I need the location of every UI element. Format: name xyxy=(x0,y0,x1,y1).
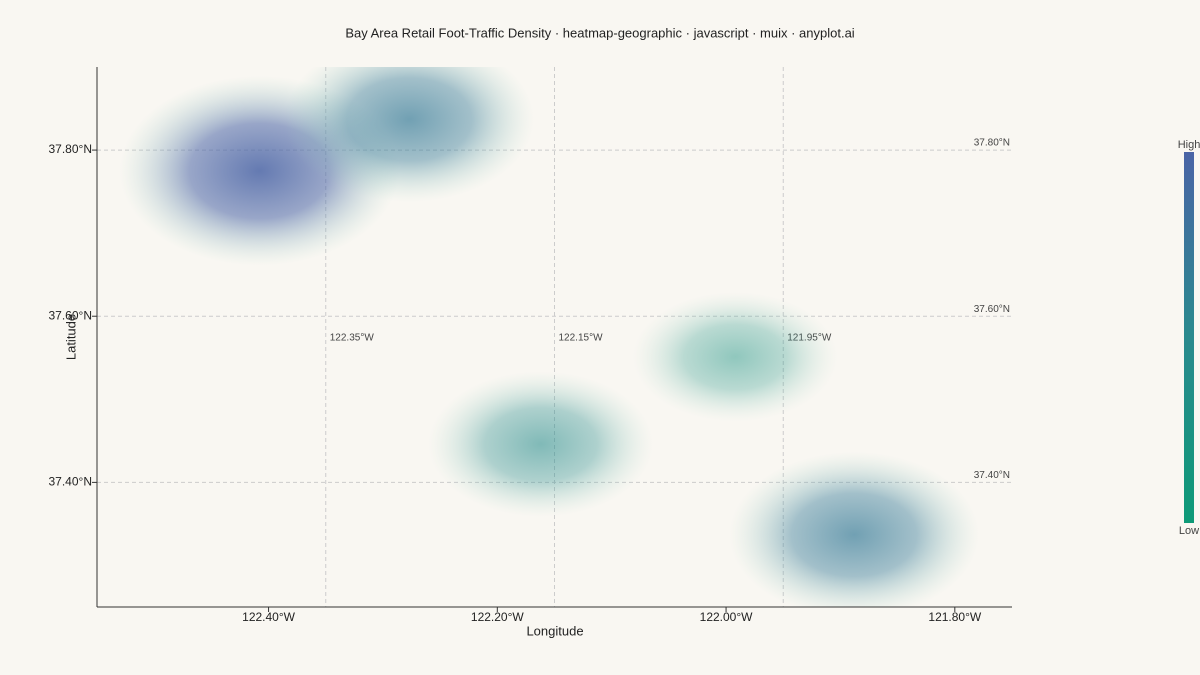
heat-layer xyxy=(119,67,980,607)
graticule-label: 37.40°N xyxy=(974,470,1010,481)
graticule-label: 37.80°N xyxy=(974,138,1010,149)
heat-blob xyxy=(284,67,535,203)
chart-title: Bay Area Retail Foot-Traffic Density · h… xyxy=(345,25,854,40)
graticule-label: 122.35°W xyxy=(330,333,375,344)
heat-blob xyxy=(428,371,654,518)
colorbar-high: High xyxy=(1178,139,1200,151)
graticule-label: 37.60°N xyxy=(974,304,1010,315)
y-tick-label: 37.60°N xyxy=(49,308,93,322)
x-tick-label: 121.80°W xyxy=(928,610,982,624)
heat-blob xyxy=(729,451,980,607)
x-axis-label: Longitude xyxy=(526,623,583,638)
colorbar-low: Low xyxy=(1179,525,1199,537)
heat-blob xyxy=(632,291,838,422)
graticule-label: 122.15°W xyxy=(559,333,604,344)
x-tick-label: 122.40°W xyxy=(242,610,296,624)
y-tick-label: 37.40°N xyxy=(49,475,93,489)
x-tick-label: 122.00°W xyxy=(700,610,754,624)
colorbar xyxy=(1184,152,1194,523)
y-axis-label: Latitude xyxy=(63,314,78,360)
x-tick-label: 122.20°W xyxy=(471,610,525,624)
y-tick-label: 37.80°N xyxy=(49,142,93,156)
